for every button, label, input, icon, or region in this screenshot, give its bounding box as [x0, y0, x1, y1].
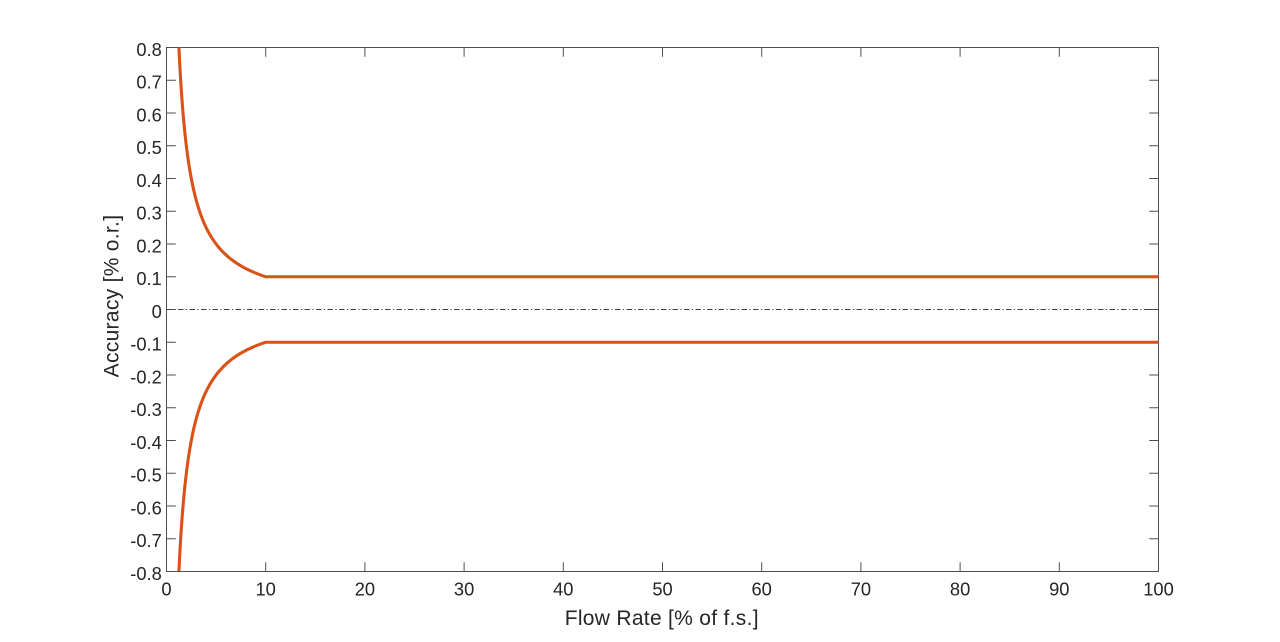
svg-text:-0.7: -0.7 — [130, 530, 162, 551]
svg-text:30: 30 — [454, 578, 474, 599]
svg-text:-0.8: -0.8 — [130, 563, 162, 584]
svg-text:0.3: 0.3 — [136, 203, 161, 224]
svg-text:60: 60 — [752, 578, 772, 599]
svg-text:0.4: 0.4 — [136, 170, 161, 191]
svg-text:-0.3: -0.3 — [130, 399, 162, 420]
svg-text:80: 80 — [950, 578, 970, 599]
svg-text:0: 0 — [152, 301, 162, 322]
svg-text:90: 90 — [1049, 578, 1069, 599]
svg-text:-0.2: -0.2 — [130, 366, 162, 387]
svg-text:Flow Rate [% of f.s.]: Flow Rate [% of f.s.] — [565, 607, 759, 630]
svg-text:70: 70 — [851, 578, 871, 599]
svg-text:-0.6: -0.6 — [130, 497, 162, 518]
svg-text:0.8: 0.8 — [136, 39, 161, 60]
svg-text:-0.4: -0.4 — [130, 432, 162, 453]
svg-text:Accuracy [% o.r.]: Accuracy [% o.r.] — [100, 215, 123, 378]
svg-text:0: 0 — [161, 578, 171, 599]
svg-text:20: 20 — [355, 578, 375, 599]
svg-text:-0.5: -0.5 — [130, 465, 162, 486]
svg-text:0.7: 0.7 — [136, 72, 161, 93]
svg-text:-0.1: -0.1 — [130, 334, 162, 355]
svg-text:40: 40 — [553, 578, 573, 599]
svg-text:0.2: 0.2 — [136, 235, 161, 256]
svg-text:0.6: 0.6 — [136, 104, 161, 125]
svg-text:10: 10 — [256, 578, 276, 599]
svg-text:0.5: 0.5 — [136, 137, 161, 158]
svg-text:100: 100 — [1143, 578, 1174, 599]
svg-text:0.1: 0.1 — [136, 268, 161, 289]
svg-text:50: 50 — [652, 578, 672, 599]
